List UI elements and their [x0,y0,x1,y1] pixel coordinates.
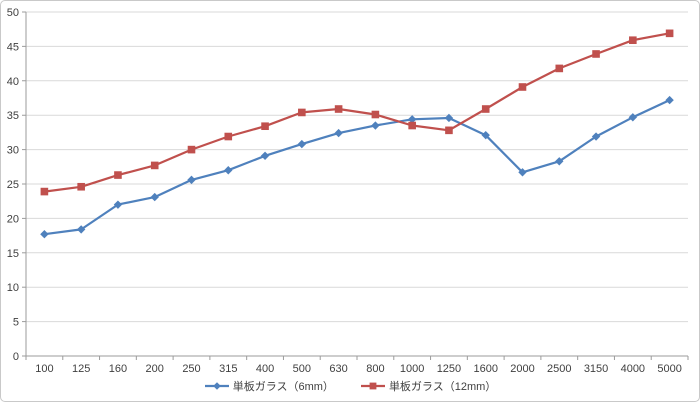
x-axis-tick-label: 500 [293,363,311,375]
x-axis-tick-label: 5000 [657,363,681,375]
chart-legend: 単板ガラス（6mm） 単板ガラス（12mm） [1,378,699,394]
legend-item-glass-6mm: 単板ガラス（6mm） [204,378,334,394]
y-axis-tick-label: 35 [7,110,19,122]
data-point-diamond [260,151,270,160]
legend-label-glass-12mm: 単板ガラス（12mm） [388,381,497,393]
data-point-diamond [113,200,123,209]
data-point-square [665,29,674,38]
x-axis-tick-label: 200 [146,363,164,375]
data-point-diamond [628,113,638,122]
data-point-square [114,171,122,179]
x-axis-tick-label: 125 [72,363,90,375]
data-point-square [555,64,564,73]
x-axis-tick-label: 1600 [473,363,497,375]
y-axis-tick-label: 45 [7,41,19,53]
data-point-diamond [665,95,674,105]
y-axis-tick-label: 0 [13,351,19,363]
x-axis-tick-label: 400 [256,363,274,375]
data-point-square [298,108,306,117]
x-axis-tick-label: 800 [366,363,384,375]
legend-square-marker-icon [360,382,385,390]
x-axis-tick-label: 250 [182,363,200,375]
series-line-0 [43,98,671,236]
data-point-diamond [150,192,159,202]
data-point-square [77,182,85,191]
y-axis-tick-label: 10 [7,282,19,294]
data-point-square [369,382,377,390]
data-point-square [261,122,269,131]
data-point-square [481,105,490,113]
data-point-square [40,187,49,196]
data-point-square [518,83,527,91]
data-point-square [371,110,380,119]
data-point-diamond [444,113,454,123]
data-point-square [150,161,159,170]
data-point-square [592,50,600,58]
data-point-diamond [76,225,86,234]
legend-diamond-marker-icon [204,382,229,390]
y-axis-tick-label: 15 [7,248,19,260]
data-point-diamond [481,130,490,140]
data-point-square [629,36,637,45]
x-axis-tick-label: 3150 [584,363,608,375]
x-axis-tick-label: 2000 [510,363,534,375]
y-axis-tick-label: 5 [13,317,19,329]
data-point-diamond [334,128,343,138]
legend-item-glass-12mm: 単板ガラス（12mm） [360,378,496,394]
data-point-diamond [371,121,380,130]
x-axis-tick-label: 1250 [437,363,461,375]
y-axis-tick-label: 25 [7,179,19,191]
x-axis-tick-label: 160 [109,363,127,375]
data-point-diamond [591,132,601,141]
data-point-diamond [187,175,196,185]
legend-label-glass-6mm: 単板ガラス（6mm） [232,381,334,393]
data-point-square [334,105,343,113]
x-axis-tick-label: 2500 [547,363,571,375]
data-point-diamond [555,157,564,166]
data-point-square [445,126,453,135]
x-axis-tick-label: 630 [329,363,347,375]
data-point-diamond [212,382,221,390]
data-point-square [408,121,416,130]
x-axis-tick-label: 100 [35,363,53,375]
data-point-diamond [297,139,307,149]
data-point-diamond [518,168,527,177]
data-point-square [187,145,196,154]
x-axis-tick-label: 315 [219,363,237,375]
y-axis-tick-label: 30 [7,145,19,157]
data-point-square [224,132,233,141]
data-point-diamond [40,230,49,239]
x-axis-tick-label: 1000 [400,363,424,375]
y-axis-tick-label: 50 [7,7,19,19]
data-point-diamond [407,115,417,124]
data-point-diamond [224,166,233,175]
y-axis-tick-label: 20 [7,213,19,225]
series-line-1 [43,32,671,193]
x-axis-tick-label: 4000 [621,363,645,375]
y-axis-tick-label: 40 [7,76,19,88]
